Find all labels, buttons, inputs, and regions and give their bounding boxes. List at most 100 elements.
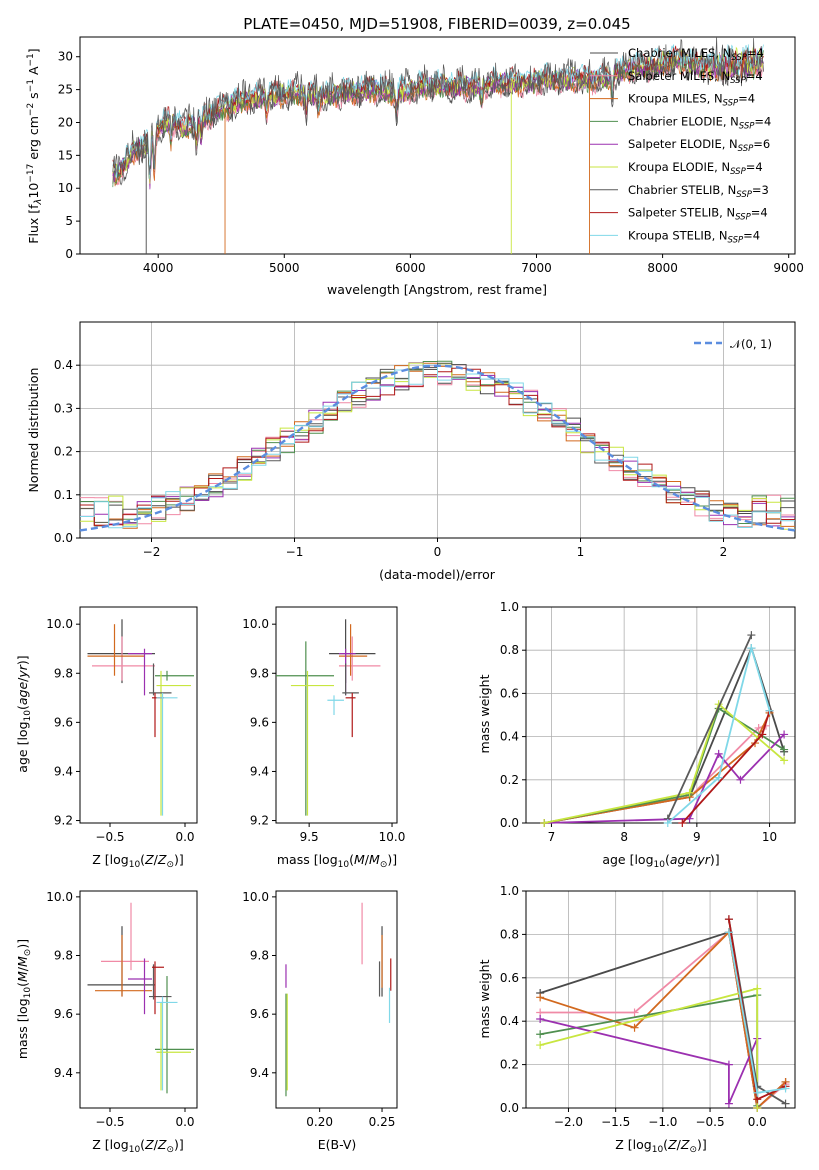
mass_weight_vs_age-marker-7-1 (758, 730, 767, 739)
spectrum-xlabel: wavelength [Angstrom, rest frame] (327, 282, 547, 297)
spectrum-ytick-label-6: 30 (58, 50, 73, 64)
mass_weight_vs_Z-ytick-label-2: 0.4 (500, 1014, 519, 1028)
age-vs-mass-frame (275, 606, 398, 824)
mass_weight_vs_age-series-3 (544, 707, 785, 824)
mass_weight_vs_Z-marker-8-2 (781, 1084, 790, 1093)
residual-histogram-8 (80, 364, 795, 529)
spectrum-legend-label-4: Salpeter ELODIE, NSSP=6 (628, 137, 770, 154)
mass_weight_vs_Z-marker-1-1 (630, 1008, 639, 1017)
mass_weight_vs_Z-ytick-label-0: 0.0 (500, 1101, 519, 1115)
mass_weight_vs_age-series-5 (544, 702, 785, 824)
mass_weight_vs_age-ytick-label-3: 0.6 (500, 686, 519, 700)
mass_weight_vs_age-xtick-label-2: 9 (693, 830, 701, 844)
residuals-xtick-label-2: 0 (434, 545, 442, 559)
residuals-xlabel: (data-model)/error (379, 567, 496, 582)
spectrum-xtick-label-5: 9000 (773, 261, 804, 275)
mass_weight_vs_Z-marker-2-1 (630, 1023, 639, 1032)
mass-vs-ebv-xlabel: E(B-V) (318, 1137, 357, 1152)
mass_weight_vs_age-marker-5-3 (780, 756, 789, 765)
spectrum-legend-num-0: =4 (747, 46, 764, 60)
mass_vs_Z-xtick-label-0: −0.5 (95, 1115, 124, 1129)
age-vs-metallicity-xlabel: Z [log10(Z/Z⊙)] (92, 852, 184, 870)
mass_weight_vs_age-series-6 (666, 634, 753, 820)
mass_weight_vs_age-marker-8-2 (747, 644, 756, 653)
spectrum-axes-frame (79, 36, 796, 255)
mass-vs-metallicity-xlabel: Z [log10(Z/Z⊙)] (92, 1137, 184, 1155)
mass_weight_vs_Z-ytick-label-5: 1.0 (500, 884, 519, 898)
residuals-xtick-label-3: 1 (577, 545, 585, 559)
spectrum-legend-sub-2: SSP (723, 99, 739, 109)
mass-weight-vs-age-ylabel: mass weight (477, 674, 492, 753)
mass_weight_vs_Z-xtick-label-1: −1.5 (601, 1115, 630, 1129)
spectrum-legend-label-0: Chabrier MILES, NSSP=4 (628, 46, 764, 63)
mass_weight_vs_age-series-2 (544, 712, 771, 824)
spectrum-legend-num-6: =3 (752, 183, 769, 197)
spectrum-xtick-label-2: 6000 (395, 261, 426, 275)
mass_weight_vs_Z-marker-8-1 (753, 1088, 762, 1097)
spectrum-legend-label-5: Kroupa ELODIE, NSSP=4 (628, 160, 763, 177)
mass_weight_vs_age-marker-6-1 (747, 631, 756, 640)
mass_weight_vs_Z-marker-7-0 (724, 915, 733, 924)
mass_weight_vs_age-series-8 (667, 644, 771, 824)
spectrum-legend-sub-3: SSP (739, 121, 755, 131)
mass_weight_vs_age-marker-5-0 (540, 819, 549, 827)
mass_weight_vs_age-marker-4-4 (780, 730, 789, 739)
residuals-ytick-label-0: 0.0 (54, 531, 73, 545)
spectrum-legend-sub-0: SSP (731, 53, 747, 63)
mass_weight_vs_Z-marker-2-0 (536, 993, 545, 1002)
spectrum-xtick-label-1: 5000 (269, 261, 300, 275)
age_vs_mass-xtick-label-0: 9.5 (300, 830, 319, 844)
spectrum-ytick-label-4: 20 (58, 115, 73, 129)
age_vs_Z-ytick-label-1: 9.4 (54, 764, 73, 778)
mass_weight_vs_Z-marker-5-0 (536, 1041, 545, 1050)
spectrum-ytick-label-5: 25 (58, 83, 73, 97)
figure-title: PLATE=0450, MJD=51908, FIBERID=0039, z=0… (243, 15, 630, 33)
age_vs_mass-ytick-label-4: 10.0 (242, 617, 269, 631)
age_vs_Z-ytick-label-3: 9.8 (54, 666, 73, 680)
mass_weight_vs_age-series-0 (544, 645, 785, 824)
mass_weight_vs_Z-marker-3-0 (536, 1030, 545, 1039)
mass-weight-vs-metallicity-xlabel: Z [log10(Z/Z⊙)] (615, 1137, 707, 1155)
mass_vs_Z-ytick-label-1: 9.6 (54, 1007, 73, 1021)
mass_vs_ebv-xtick-label-0: 0.20 (306, 1115, 333, 1129)
mass_weight_vs_age-grid (526, 606, 795, 824)
mass_weight_vs_age-marker-5-1 (685, 788, 694, 797)
mass_weight_vs_Z-xtick-label-4: 0.0 (748, 1115, 767, 1129)
mass_weight_vs_age-marker-8-3 (765, 706, 774, 715)
mass_weight_vs_Z-marker-4-1 (724, 1060, 733, 1069)
residuals-xtick-label-4: 2 (720, 545, 728, 559)
spectrum-xtick-label-0: 4000 (143, 261, 174, 275)
spectrum-series-6 (112, 37, 764, 181)
spectrum-legend-num-1: =4 (746, 69, 763, 83)
mass_weight_vs_Z-marker-5-2 (753, 1104, 762, 1112)
mass_weight_vs_Z-marker-8-0 (724, 928, 733, 937)
mass_weight_vs_age-marker-8-0 (663, 819, 672, 827)
mass-vs-metallicity-frame (79, 890, 198, 1109)
mass_weight_vs_Z-xtick-label-0: −2.0 (554, 1115, 583, 1129)
normal-legend-label: 𝒩(0, 1) (730, 337, 772, 351)
mass_weight_vs_Z-ytick-label-3: 0.6 (500, 971, 519, 985)
age_vs_mass-ytick-label-1: 9.4 (250, 764, 269, 778)
age-vs-metallicity-frame (79, 606, 198, 824)
mass_vs_ebv-ytick-label-3: 10.0 (242, 890, 269, 904)
spectrum-legend-num-7: =4 (751, 206, 768, 220)
mass_weight_vs_age-marker-4-2 (714, 749, 723, 758)
age-vs-mass-panel: mass [log10(M/M⊙)] 9.5 10.0 9.2 9.4 9.6 9.8 10… (242, 606, 405, 870)
mass_weight_vs_age-marker-7-0 (678, 819, 687, 827)
mass_vs_ebv-ytick-label-0: 9.4 (250, 1066, 269, 1080)
mass_vs_Z-ytick-label-2: 9.8 (54, 949, 73, 963)
mass_weight_vs_Z-ytick-label-4: 0.8 (500, 927, 519, 941)
mass-vs-metallicity-ylabel: mass [log10(M/M⊙)] (15, 939, 33, 1059)
age_vs_mass-ytick-label-0: 9.2 (250, 814, 269, 828)
spectrum-ylabel: Flux [fλ10−17 erg cm−2 s−1 A−1] (26, 48, 44, 243)
spectrum-legend-sub-8: SSP (728, 235, 744, 245)
mass_weight_vs_age-marker-4-3 (736, 775, 745, 784)
spectrum-panel: wavelength [Angstrom, rest frame] Flux [… (26, 36, 804, 297)
spectrum-legend-label-1: Salpeter MILES, NSSP=4 (628, 69, 763, 86)
mass-vs-metallicity-panel: Z [log10(Z/Z⊙)] mass [log10(M/M⊙)] −0.5 0… (15, 890, 198, 1155)
spectrum-legend-num-5: =4 (746, 160, 763, 174)
spectrum-legend-num-3: =4 (754, 114, 771, 128)
spectrum-ytick-label-0: 0 (65, 247, 73, 261)
mass_vs_Z-xtick-label-1: 0.0 (175, 1115, 194, 1129)
